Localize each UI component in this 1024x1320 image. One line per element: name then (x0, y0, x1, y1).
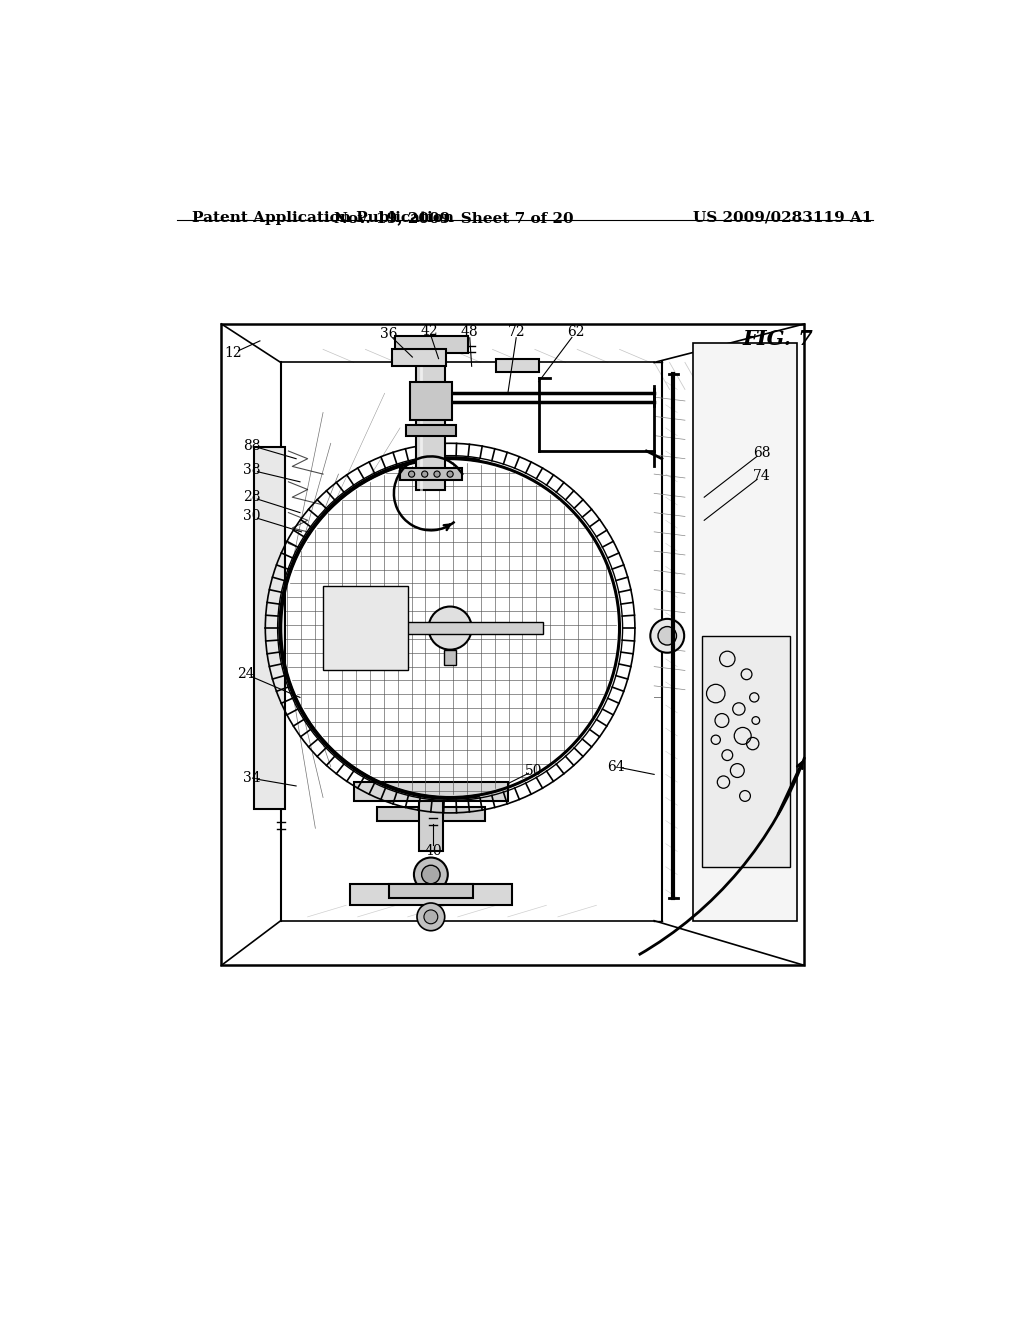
Bar (410, 381, 453, 420)
Circle shape (434, 471, 440, 478)
Circle shape (650, 619, 684, 653)
Bar (254, 447, 285, 809)
Bar (419, 801, 443, 851)
Text: 50: 50 (525, 763, 543, 777)
Bar (400, 467, 462, 480)
Text: 30: 30 (243, 510, 260, 524)
Circle shape (409, 471, 415, 478)
Text: 38: 38 (243, 463, 260, 478)
Circle shape (414, 858, 447, 891)
Bar (416, 350, 445, 490)
Circle shape (422, 866, 440, 884)
Text: 62: 62 (567, 326, 585, 339)
Text: 28: 28 (243, 490, 260, 504)
Circle shape (417, 903, 444, 931)
Text: 34: 34 (243, 771, 260, 785)
Bar (350, 884, 512, 906)
Text: US 2009/0283119 A1: US 2009/0283119 A1 (692, 211, 872, 224)
Text: 74: 74 (753, 469, 771, 483)
Bar (444, 649, 457, 665)
Circle shape (429, 607, 472, 649)
Bar (388, 884, 473, 898)
Circle shape (658, 627, 677, 645)
Bar (323, 586, 408, 671)
Bar (701, 636, 791, 867)
Bar (692, 343, 797, 921)
Text: 36: 36 (380, 327, 397, 341)
Text: Patent Application Publication: Patent Application Publication (193, 211, 455, 224)
Text: 40: 40 (424, 845, 442, 858)
Bar (407, 425, 457, 436)
Text: 42: 42 (421, 323, 438, 338)
Bar (392, 350, 446, 367)
Text: 48: 48 (461, 325, 478, 339)
Text: 64: 64 (607, 760, 625, 774)
Text: 24: 24 (238, 668, 255, 681)
Circle shape (422, 471, 428, 478)
Bar (394, 337, 468, 354)
Bar (354, 781, 508, 801)
Bar (377, 807, 484, 821)
Text: Nov. 19, 2009  Sheet 7 of 20: Nov. 19, 2009 Sheet 7 of 20 (334, 211, 573, 224)
Text: 12: 12 (224, 346, 242, 360)
Text: 68: 68 (754, 446, 771, 459)
Text: 88: 88 (243, 438, 260, 453)
Circle shape (424, 909, 438, 924)
Text: 72: 72 (508, 325, 526, 339)
Text: FIG. 7: FIG. 7 (742, 330, 813, 350)
Circle shape (447, 471, 454, 478)
Circle shape (281, 459, 620, 797)
Bar (357, 622, 544, 635)
Bar (221, 323, 804, 965)
Bar (497, 359, 539, 372)
